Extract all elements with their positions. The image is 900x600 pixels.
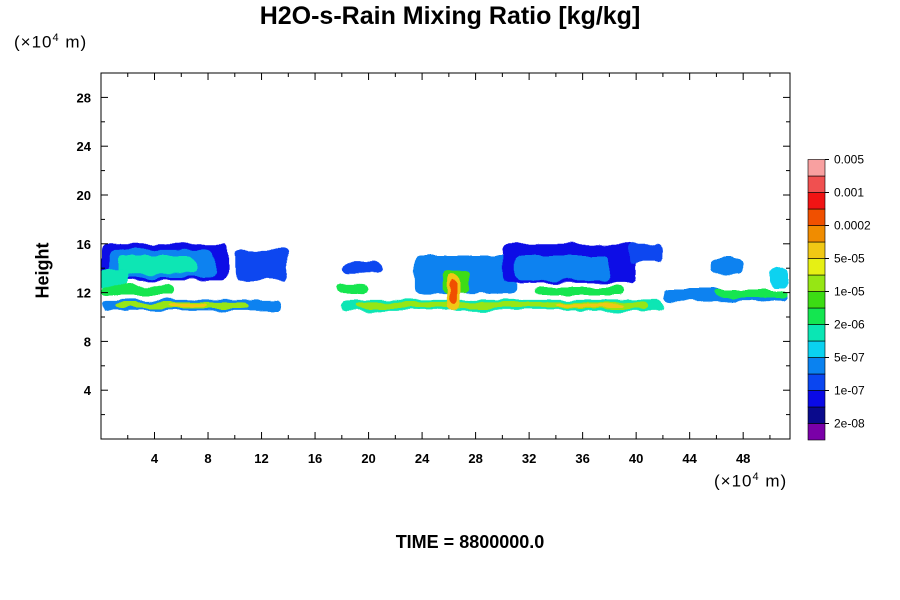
x-axis-unit: (×104 m) xyxy=(714,471,788,491)
colorbar-label: 0.0002 xyxy=(834,219,871,233)
colorbar-swatch xyxy=(807,373,826,391)
field-layer-9 xyxy=(335,282,369,293)
field-layer-19 xyxy=(515,256,610,281)
chart-title: H2O-s-Rain Mixing Ratio [kg/kg] xyxy=(259,2,641,30)
colorbar-swatch xyxy=(807,241,826,259)
y-tick-label: 8 xyxy=(84,334,91,349)
x-tick-label: 4 xyxy=(151,451,159,466)
colorbar-swatch xyxy=(807,340,826,358)
colorbar-swatch xyxy=(807,225,826,243)
y-tick-label: 28 xyxy=(77,90,91,105)
x-tick-label: 28 xyxy=(468,451,482,466)
x-tick-label: 40 xyxy=(629,451,643,466)
colorbar-label: 2e-06 xyxy=(834,318,865,332)
field-layer-21 xyxy=(535,286,623,296)
y-tick-label: 24 xyxy=(77,139,92,154)
plot-frame xyxy=(100,72,791,440)
x-tick-label: 24 xyxy=(415,451,430,466)
x-tick-label: 36 xyxy=(575,451,589,466)
colorbar-label: 1e-07 xyxy=(834,384,865,398)
colorbar-swatch xyxy=(807,192,826,210)
colorbar-swatch xyxy=(807,208,826,226)
colorbar-label: 5e-05 xyxy=(834,252,865,266)
x-axis-ticks: 4 8 12 16 20 24 28 32 36 40 44 48 xyxy=(127,73,771,466)
y-tick-label: 20 xyxy=(77,188,91,203)
x-tick-label: 20 xyxy=(361,451,375,466)
field-layer-25 xyxy=(769,268,790,287)
field-layer-2 xyxy=(117,256,195,275)
colorbar-label: 0.005 xyxy=(834,153,864,167)
colorbar-label: 2e-08 xyxy=(834,417,865,431)
y-tick-label: 12 xyxy=(77,286,91,301)
y-tick-label: 4 xyxy=(84,383,92,398)
colorbar-swatch xyxy=(807,307,826,325)
x-tick-label: 16 xyxy=(308,451,322,466)
x-tick-label: 8 xyxy=(204,451,211,466)
field-layer-3 xyxy=(101,268,128,289)
y-tick-label: 16 xyxy=(77,237,91,252)
field-layer-20 xyxy=(629,243,663,263)
colorbar-swatch xyxy=(807,159,826,177)
colorbar: 2e-08 1e-07 5e-07 2e-06 1e-05 5e-05 0.0002 0.00… xyxy=(807,153,871,441)
colorbar-label: 0.001 xyxy=(834,186,864,200)
colorbar-swatch xyxy=(807,357,826,375)
field-layer-17 xyxy=(448,280,457,305)
field-layer-10 xyxy=(341,262,382,275)
colorbar-swatch xyxy=(807,274,826,292)
colorbar-swatch xyxy=(807,291,826,309)
colorbar-label: 1e-05 xyxy=(834,285,865,299)
colorbar-swatch xyxy=(807,324,826,342)
field-layers xyxy=(101,243,790,311)
colorbar-swatch xyxy=(807,423,826,441)
time-label: TIME = 8800000.0 xyxy=(395,532,545,552)
field-layer-8 xyxy=(234,249,289,281)
field-layer-7 xyxy=(167,303,209,308)
field-layer-13 xyxy=(555,303,623,308)
x-tick-label: 44 xyxy=(682,451,697,466)
x-tick-label: 12 xyxy=(254,451,268,466)
x-tick-label: 32 xyxy=(522,451,536,466)
y-axis-ticks: 4 8 12 16 20 24 28 xyxy=(77,90,790,416)
field-layer-23 xyxy=(716,288,790,298)
colorbar-swatch xyxy=(807,258,826,276)
colorbar-swatch xyxy=(807,175,826,193)
field-layer-4 xyxy=(101,285,175,296)
x-tick-label: 48 xyxy=(736,451,750,466)
colorbar-swatch xyxy=(807,390,826,408)
colorbar-swatch xyxy=(807,406,826,424)
colorbar-label: 5e-07 xyxy=(834,351,865,365)
y-axis-unit: (×104 m) xyxy=(14,32,88,52)
field-layer-24 xyxy=(709,258,744,275)
